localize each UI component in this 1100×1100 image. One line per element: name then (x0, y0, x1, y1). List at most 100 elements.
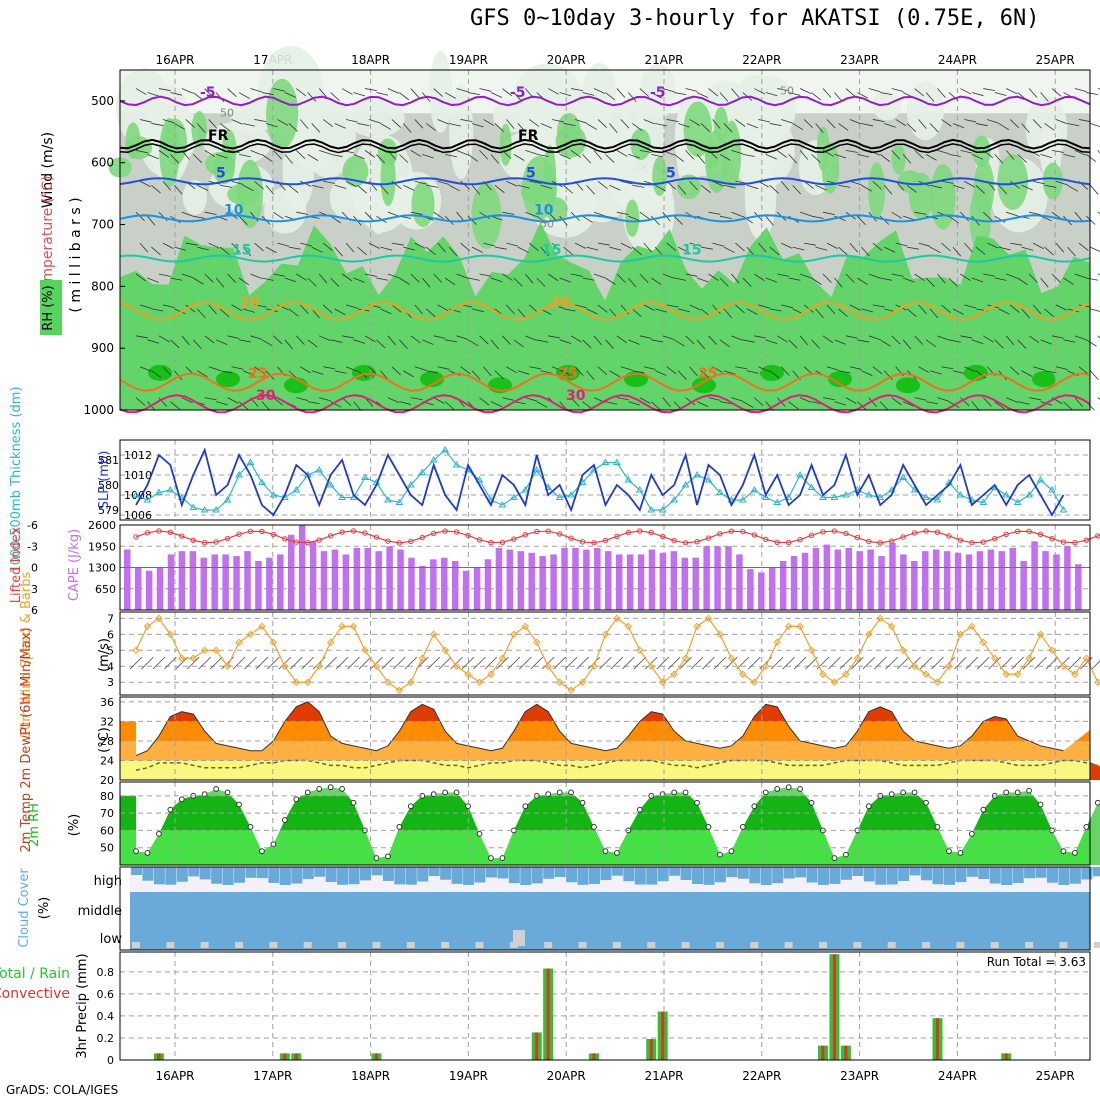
cape-bar (353, 547, 361, 610)
upper-wind-barb (868, 273, 881, 279)
upper-wind-barb (215, 339, 228, 345)
rh-point (614, 849, 620, 856)
upper-wind-barb (300, 304, 309, 315)
cape-bar (987, 549, 995, 610)
upper-wind-barb (1021, 370, 1033, 377)
wind-speed-point (876, 614, 884, 623)
rh-point (831, 855, 838, 861)
upper-wind-barb (586, 308, 598, 315)
upper-wind-barb (265, 246, 277, 253)
upper-wind-barb (1033, 180, 1045, 185)
upper-wind-barb (639, 211, 650, 220)
upper-wind-barb (1063, 277, 1074, 285)
upper-wind-barb (834, 277, 843, 288)
surface-wind-barb (381, 656, 395, 670)
upper-wind-barb (238, 92, 250, 99)
upper-wind-barb (490, 339, 500, 350)
lifted-index-point (476, 537, 483, 543)
rh-point (545, 791, 552, 798)
upper-wind-barb (1086, 92, 1099, 96)
upper-wind-barb (696, 154, 706, 164)
lifted-index-point (957, 537, 964, 543)
upper-wind-barb (1086, 215, 1096, 225)
cape-bar (823, 544, 831, 610)
upper-wind-barb (158, 150, 169, 158)
upper-wind-barb (490, 154, 499, 164)
rh-point (430, 791, 437, 798)
upper-wind-barb (891, 273, 904, 277)
upper-wind-barb (494, 370, 504, 380)
upper-wind-barb (147, 215, 156, 226)
lifted-index-point (156, 528, 162, 534)
upper-wind-barb (903, 215, 915, 221)
upper-wind-barb (1040, 339, 1052, 345)
lifted-index-point (774, 539, 780, 546)
cape-bar (1053, 554, 1060, 610)
upper-wind-barb (479, 273, 492, 277)
upper-wind-barb (399, 339, 408, 349)
upper-wind-barb (994, 277, 1007, 281)
upper-wind-barb (1006, 211, 1018, 217)
cloud-high-bar (417, 867, 429, 882)
upper-wind-barb (1078, 366, 1089, 375)
cloud-low-gap (269, 942, 278, 948)
upper-wind-barb (971, 92, 984, 97)
rh-dry-patch (230, 98, 274, 135)
cloud-high-label: high (94, 874, 122, 889)
rh-saturated-patch (216, 371, 240, 388)
lifted-index-point (877, 540, 883, 546)
lifted-index-point (831, 528, 838, 534)
lifted-index-point (362, 530, 368, 536)
upper-wind-barb (445, 339, 458, 343)
wind-speed-point (338, 622, 346, 631)
rh-saturated-patch (352, 364, 376, 381)
upper-wind-barb (456, 88, 469, 93)
lifted-index-line (135, 530, 1100, 544)
upper-wind-barb (254, 119, 267, 122)
wind-speed-point (1071, 670, 1079, 678)
upper-wind-barb (540, 246, 549, 257)
upper-wind-barb (548, 88, 559, 95)
upper-wind-barb (1006, 397, 1018, 403)
upper-wind-barb (1010, 242, 1023, 246)
upper-wind-barb (391, 119, 401, 128)
wind-speed-point (807, 646, 816, 655)
upper-wind-barb (529, 180, 542, 184)
cloud-high-bar (1092, 867, 1100, 877)
upper-wind-barb (822, 335, 834, 344)
wind-tick-label: 5 (107, 644, 114, 657)
upper-wind-barb (231, 180, 244, 185)
lifted-index-point (339, 529, 345, 535)
upper-wind-barb (288, 123, 298, 132)
upper-wind-barb (586, 123, 598, 130)
upper-wind-barb (307, 277, 317, 287)
upper-wind-barb (925, 339, 937, 348)
upper-wind-barb (345, 366, 358, 372)
wind-speed-point (933, 678, 942, 686)
upper-wind-barb (781, 119, 793, 124)
upper-wind-barb (410, 397, 423, 401)
rh-tick-label: 70 (100, 807, 114, 820)
upper-wind-barb (742, 339, 755, 343)
lifted-index-point (179, 533, 185, 539)
upper-wind-barb (941, 180, 954, 184)
upper-wind-barb (586, 246, 599, 251)
upper-wind-barb (834, 153, 847, 159)
surface-wind-barb (186, 656, 200, 670)
wind-speed-point (292, 678, 301, 686)
cloud-high-bar (795, 867, 807, 878)
wind-speed-point (1048, 646, 1056, 655)
upper-wind-barb (1021, 246, 1034, 251)
isotherm-label: -5 (650, 85, 666, 101)
slp-tick-label: 1006 (124, 509, 152, 522)
surface-wind-barb (873, 656, 887, 670)
upper-wind-barb (242, 184, 254, 192)
panel-frame (119, 866, 1091, 951)
surface-wind-barb (484, 656, 498, 670)
cape-bar (134, 567, 142, 610)
cape-bar (834, 549, 842, 610)
upper-wind-barb (952, 123, 965, 129)
upper-wind-barb (513, 339, 524, 348)
upper-wind-barb (559, 153, 571, 160)
upper-wind-barb (861, 184, 872, 192)
